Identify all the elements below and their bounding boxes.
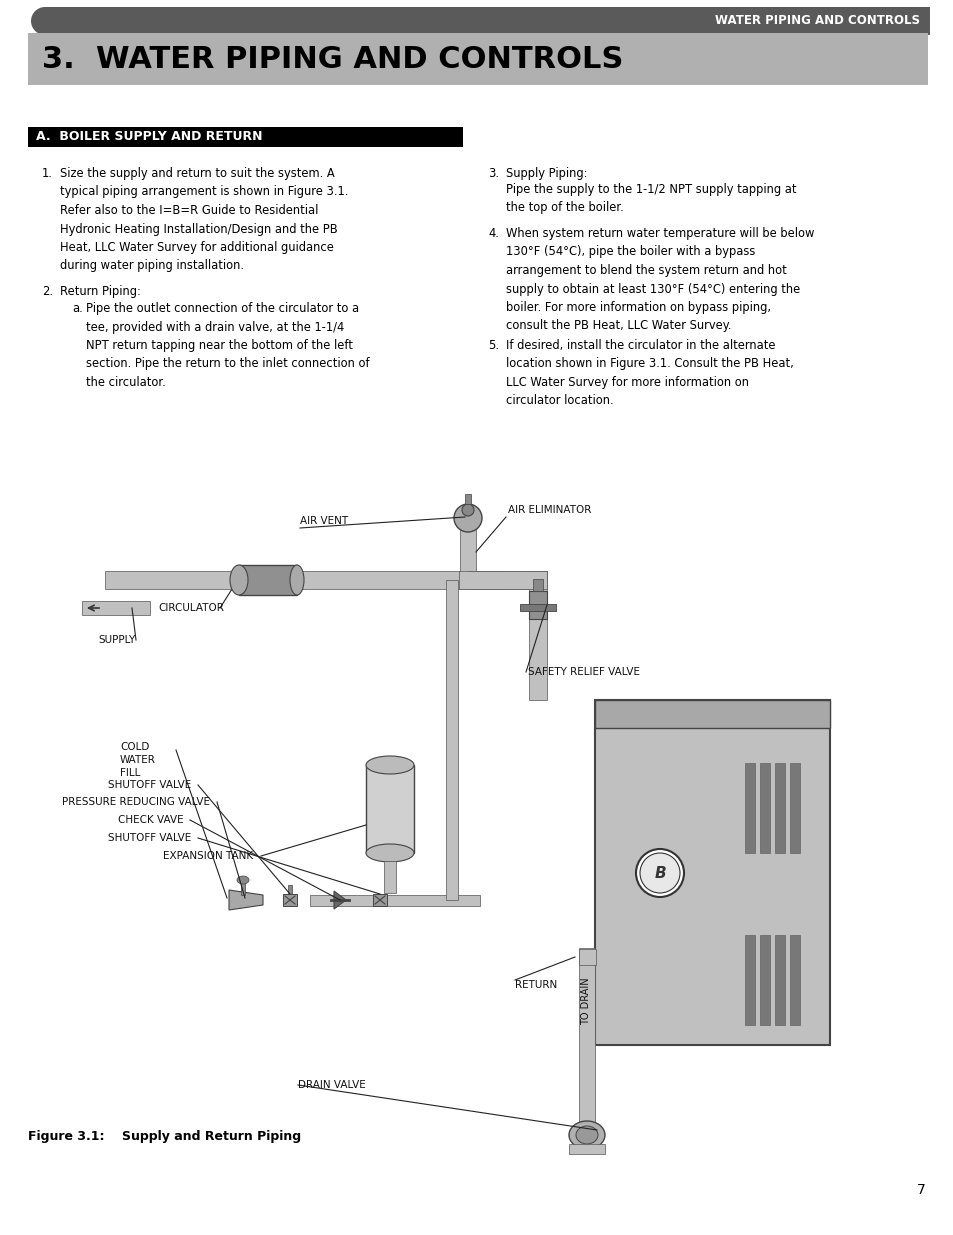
Text: Pipe the outlet connection of the circulator to a
tee, provided with a drain val: Pipe the outlet connection of the circul…: [86, 303, 369, 389]
Bar: [568, 1144, 604, 1153]
Text: If desired, install the circulator in the alternate
location shown in Figure 3.1: If desired, install the circulator in th…: [505, 338, 793, 408]
Bar: [744, 763, 754, 853]
Ellipse shape: [30, 7, 59, 35]
Bar: [446, 580, 457, 900]
Bar: [533, 579, 542, 592]
Text: Size the supply and return to suit the system. A
typical piping arrangement is s: Size the supply and return to suit the s…: [60, 167, 348, 273]
Bar: [595, 700, 829, 727]
Bar: [373, 894, 387, 906]
Bar: [578, 948, 596, 965]
Ellipse shape: [366, 756, 414, 774]
Bar: [310, 894, 479, 905]
Bar: [760, 763, 769, 853]
Bar: [578, 948, 595, 1135]
Text: AIR ELIMINATOR: AIR ELIMINATOR: [507, 505, 591, 515]
Text: 3.: 3.: [488, 167, 498, 180]
Polygon shape: [334, 890, 346, 909]
Text: PRESSURE REDUCING VALVE: PRESSURE REDUCING VALVE: [62, 797, 210, 806]
Text: a.: a.: [71, 303, 83, 315]
Ellipse shape: [236, 876, 249, 884]
Bar: [529, 592, 546, 619]
Bar: [595, 700, 829, 1045]
Bar: [774, 935, 784, 1025]
Bar: [28, 33, 927, 85]
Bar: [468, 571, 546, 589]
Bar: [789, 935, 800, 1025]
Text: Pipe the supply to the 1-1/2 NPT supply tapping at
the top of the boiler.: Pipe the supply to the 1-1/2 NPT supply …: [505, 183, 796, 215]
Text: B: B: [654, 866, 665, 881]
Bar: [82, 601, 150, 615]
Text: SUPPLY: SUPPLY: [98, 635, 135, 645]
Ellipse shape: [568, 1121, 604, 1149]
Text: SAFETY RELIEF VALVE: SAFETY RELIEF VALVE: [527, 667, 639, 677]
Text: A.  BOILER SUPPLY AND RETURN: A. BOILER SUPPLY AND RETURN: [36, 131, 262, 143]
Text: SHUTOFF VALVE: SHUTOFF VALVE: [108, 781, 191, 790]
Bar: [760, 935, 769, 1025]
Circle shape: [461, 504, 474, 516]
Text: TO DRAIN: TO DRAIN: [580, 977, 590, 1025]
Bar: [239, 564, 296, 595]
Text: DRAIN VALVE: DRAIN VALVE: [297, 1079, 365, 1091]
Bar: [464, 494, 471, 504]
Bar: [28, 127, 462, 147]
Circle shape: [454, 504, 481, 532]
Text: RETURN: RETURN: [515, 981, 557, 990]
Text: COLD: COLD: [120, 742, 150, 752]
Text: 4.: 4.: [488, 227, 498, 240]
Text: 1.: 1.: [42, 167, 52, 180]
Polygon shape: [229, 890, 263, 910]
Bar: [459, 525, 476, 580]
Text: 2.: 2.: [42, 285, 53, 298]
Text: When system return water temperature will be below
130°F (54°C), pipe the boiler: When system return water temperature wil…: [505, 227, 814, 332]
Circle shape: [639, 853, 679, 893]
Text: WATER PIPING AND CONTROLS: WATER PIPING AND CONTROLS: [714, 15, 919, 27]
Bar: [283, 894, 296, 906]
Text: CIRCULATOR: CIRCULATOR: [158, 603, 224, 613]
Bar: [384, 861, 395, 893]
Text: EXPANSION TANK: EXPANSION TANK: [163, 851, 253, 861]
Bar: [241, 881, 245, 895]
Circle shape: [636, 848, 683, 897]
Bar: [288, 885, 292, 894]
Text: 5.: 5.: [488, 338, 498, 352]
Text: Supply Piping:: Supply Piping:: [505, 167, 587, 180]
Text: SHUTOFF VALVE: SHUTOFF VALVE: [108, 832, 191, 844]
Text: AIR VENT: AIR VENT: [299, 516, 348, 526]
Ellipse shape: [230, 564, 248, 595]
Text: 3.  WATER PIPING AND CONTROLS: 3. WATER PIPING AND CONTROLS: [42, 44, 622, 74]
Bar: [789, 763, 800, 853]
Ellipse shape: [576, 1126, 598, 1144]
Bar: [105, 571, 502, 589]
Bar: [366, 764, 414, 853]
Text: FILL: FILL: [120, 768, 140, 778]
Bar: [458, 571, 546, 589]
Text: CHECK VAVE: CHECK VAVE: [118, 815, 183, 825]
Text: 7: 7: [916, 1183, 925, 1197]
Bar: [744, 935, 754, 1025]
Ellipse shape: [290, 564, 304, 595]
Ellipse shape: [366, 844, 414, 862]
Text: Return Piping:: Return Piping:: [60, 285, 141, 298]
Bar: [774, 763, 784, 853]
Bar: [45, 7, 929, 35]
Bar: [519, 604, 556, 611]
Text: Figure 3.1:    Supply and Return Piping: Figure 3.1: Supply and Return Piping: [28, 1130, 301, 1144]
Text: WATER: WATER: [120, 755, 155, 764]
Bar: [529, 571, 546, 700]
